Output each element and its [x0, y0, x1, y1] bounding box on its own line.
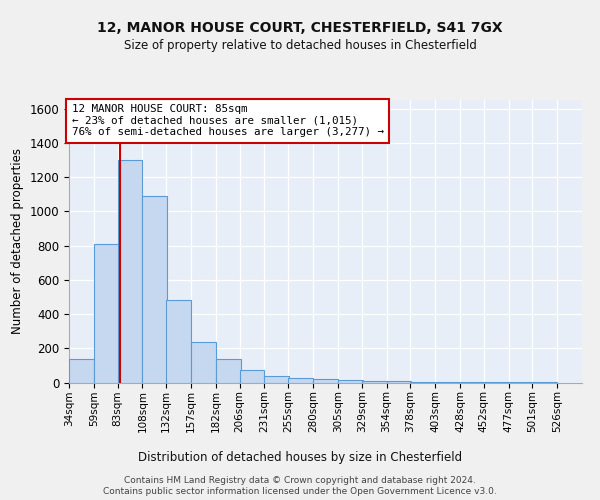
Bar — [239, 370, 265, 382]
Bar — [386, 381, 412, 382]
Bar — [166, 300, 191, 382]
Text: 12, MANOR HOUSE COURT, CHESTERFIELD, S41 7GX: 12, MANOR HOUSE COURT, CHESTERFIELD, S41… — [97, 20, 503, 34]
Bar — [142, 196, 167, 382]
Bar — [338, 380, 363, 382]
Y-axis label: Number of detached properties: Number of detached properties — [11, 148, 24, 334]
Bar — [313, 379, 338, 382]
Bar — [94, 244, 119, 382]
Text: Size of property relative to detached houses in Chesterfield: Size of property relative to detached ho… — [124, 38, 476, 52]
Bar — [288, 378, 313, 382]
Bar — [362, 381, 386, 382]
Text: Contains HM Land Registry data © Crown copyright and database right 2024.
Contai: Contains HM Land Registry data © Crown c… — [103, 476, 497, 496]
Bar — [118, 160, 142, 382]
Bar — [265, 376, 289, 382]
Text: Distribution of detached houses by size in Chesterfield: Distribution of detached houses by size … — [138, 451, 462, 464]
Text: 12 MANOR HOUSE COURT: 85sqm
← 23% of detached houses are smaller (1,015)
76% of : 12 MANOR HOUSE COURT: 85sqm ← 23% of det… — [71, 104, 383, 138]
Bar — [216, 360, 241, 382]
Bar — [69, 358, 94, 382]
Bar — [191, 342, 216, 382]
